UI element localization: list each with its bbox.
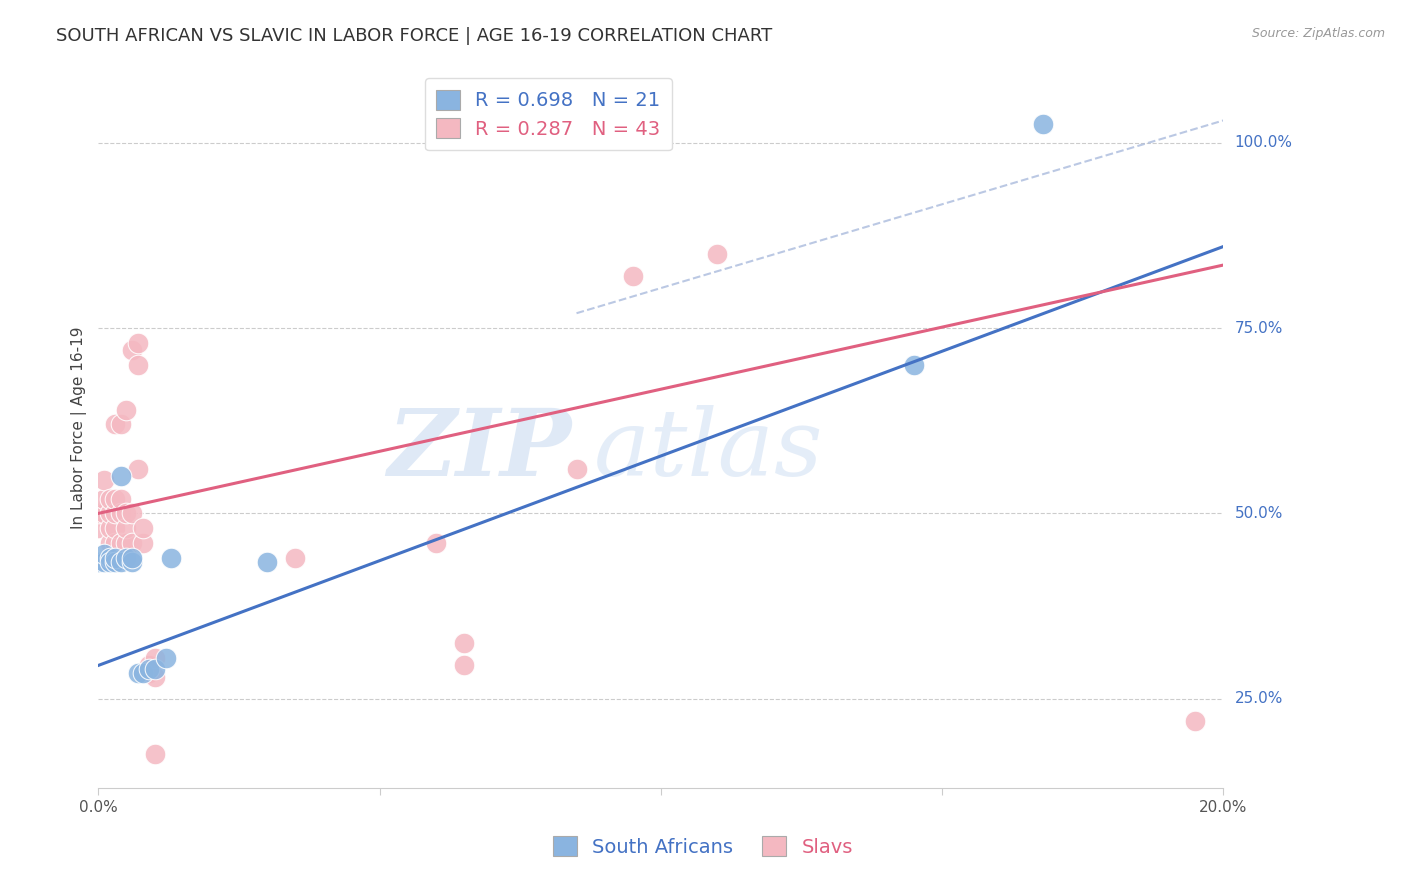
Point xyxy=(104,555,127,569)
Point xyxy=(98,555,121,569)
Point xyxy=(104,536,127,550)
Point xyxy=(87,555,110,569)
Text: Source: ZipAtlas.com: Source: ZipAtlas.com xyxy=(1251,27,1385,40)
Point xyxy=(132,521,155,535)
Point xyxy=(453,636,475,650)
Point xyxy=(127,462,149,476)
Point xyxy=(453,658,475,673)
Point xyxy=(425,536,447,550)
Point xyxy=(110,536,132,550)
Text: atlas: atlas xyxy=(593,405,823,495)
Point xyxy=(127,358,149,372)
Point xyxy=(138,665,160,680)
Point xyxy=(127,665,149,680)
Text: 50.0%: 50.0% xyxy=(1234,506,1282,521)
Point xyxy=(143,662,166,676)
Point xyxy=(138,658,160,673)
Point xyxy=(138,662,160,676)
Point xyxy=(903,358,925,372)
Point xyxy=(132,536,155,550)
Legend: South Africans, Slavs: South Africans, Slavs xyxy=(546,829,860,864)
Point xyxy=(284,550,307,565)
Point xyxy=(256,555,278,569)
Point xyxy=(110,491,132,506)
Point xyxy=(87,507,110,521)
Legend: R = 0.698   N = 21, R = 0.287   N = 43: R = 0.698 N = 21, R = 0.287 N = 43 xyxy=(425,78,672,151)
Point xyxy=(160,550,183,565)
Point xyxy=(1184,714,1206,728)
Point xyxy=(155,651,177,665)
Point xyxy=(121,536,143,550)
Point xyxy=(115,402,138,417)
Text: 75.0%: 75.0% xyxy=(1234,320,1282,335)
Point xyxy=(98,491,121,506)
Point xyxy=(1032,117,1054,131)
Point xyxy=(104,417,127,432)
Point xyxy=(115,507,138,521)
Point xyxy=(143,747,166,762)
Point xyxy=(93,555,115,569)
Point xyxy=(98,550,121,565)
Point xyxy=(143,651,166,665)
Point xyxy=(98,507,121,521)
Point xyxy=(87,521,110,535)
Point xyxy=(104,491,127,506)
Point xyxy=(565,462,588,476)
Point xyxy=(93,491,115,506)
Point xyxy=(621,269,644,284)
Point xyxy=(98,536,121,550)
Text: 100.0%: 100.0% xyxy=(1234,136,1292,150)
Point xyxy=(110,417,132,432)
Point xyxy=(93,507,115,521)
Point xyxy=(121,507,143,521)
Point xyxy=(115,521,138,535)
Point xyxy=(93,547,115,561)
Point xyxy=(104,507,127,521)
Point xyxy=(115,550,138,565)
Point xyxy=(110,507,132,521)
Point xyxy=(115,536,138,550)
Point xyxy=(93,473,115,487)
Point xyxy=(110,555,132,569)
Point xyxy=(132,665,155,680)
Point xyxy=(121,555,143,569)
Point xyxy=(143,669,166,683)
Point xyxy=(121,550,143,565)
Point xyxy=(98,521,121,535)
Point xyxy=(104,550,127,565)
Point xyxy=(706,247,728,261)
Text: SOUTH AFRICAN VS SLAVIC IN LABOR FORCE | AGE 16-19 CORRELATION CHART: SOUTH AFRICAN VS SLAVIC IN LABOR FORCE |… xyxy=(56,27,772,45)
Text: ZIP: ZIP xyxy=(387,405,571,495)
Point xyxy=(104,521,127,535)
Y-axis label: In Labor Force | Age 16-19: In Labor Force | Age 16-19 xyxy=(72,326,87,529)
Point xyxy=(127,335,149,350)
Point xyxy=(121,343,143,358)
Text: 25.0%: 25.0% xyxy=(1234,691,1282,706)
Point xyxy=(110,469,132,483)
